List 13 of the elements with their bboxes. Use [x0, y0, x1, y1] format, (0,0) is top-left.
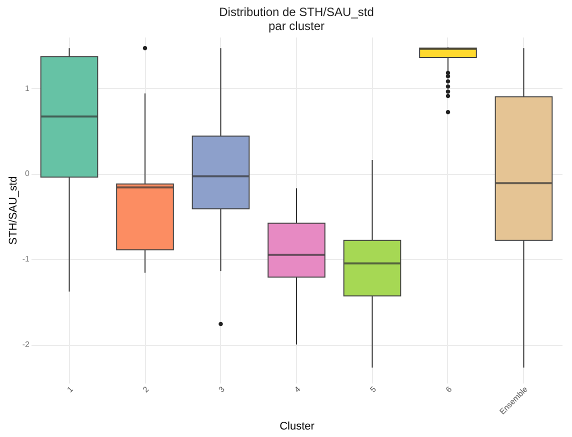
y-axis-title: STH/SAU_std [7, 176, 20, 245]
x-tick-label: 5 [368, 384, 378, 394]
y-tick-label: 0 [25, 169, 30, 178]
y-tick-label: -1 [22, 254, 30, 264]
y-tick-label: -2 [22, 340, 30, 350]
chart-title: Distribution de STH/SAU_std par cluster [219, 5, 374, 33]
x-tick-label: 2 [141, 384, 152, 394]
x-tick-label: 6 [444, 384, 454, 394]
x-tick-label: 1 [65, 384, 76, 394]
x-tick-label: 3 [216, 384, 227, 394]
x-axis-title: Cluster [280, 420, 315, 432]
x-tick-label: 4 [292, 384, 303, 394]
y-tick-label: 1 [25, 84, 30, 93]
